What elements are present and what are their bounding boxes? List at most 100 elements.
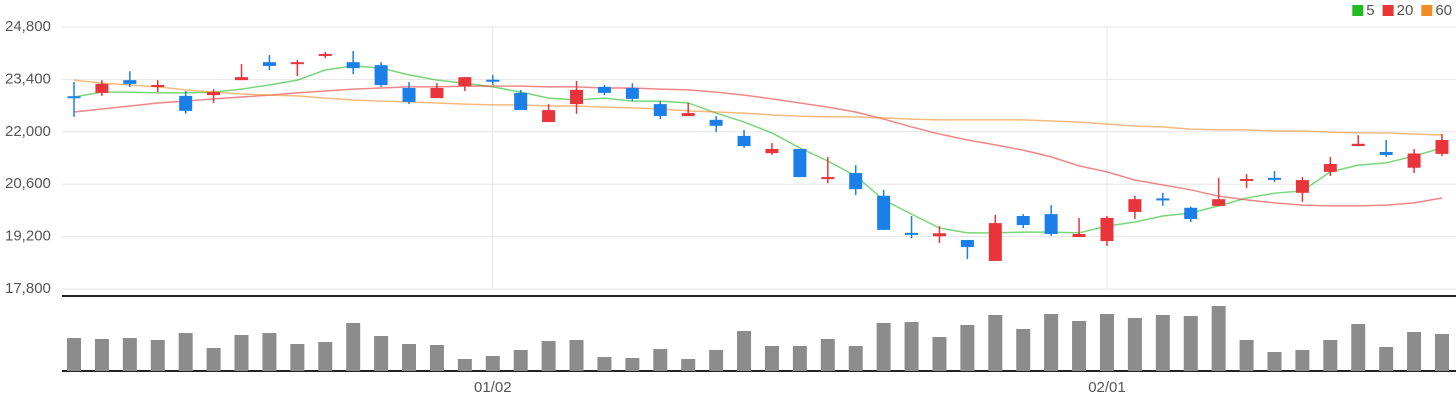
candle-body (932, 233, 946, 237)
candle-body (486, 79, 500, 82)
ma-line (73, 79, 1443, 136)
candle-body (1323, 163, 1337, 172)
candle-body (514, 92, 528, 111)
candle-body (374, 65, 388, 86)
volume-bar (1295, 350, 1310, 371)
candle-body (1351, 143, 1365, 147)
candle-body (1184, 207, 1198, 220)
volume-bar (1435, 334, 1449, 371)
volume-bar (1072, 321, 1087, 371)
volume-bar (1407, 332, 1422, 371)
candle-body (179, 95, 193, 111)
y-tick-label: 23,400 (5, 70, 51, 87)
candle-body (235, 77, 249, 81)
candle-body (95, 83, 109, 93)
candle-body (653, 104, 667, 117)
volume-bar (1351, 324, 1366, 371)
volume-bar (709, 350, 724, 371)
candle-body (1156, 198, 1170, 201)
candle-body (570, 89, 584, 105)
legend-swatch (1421, 5, 1433, 16)
volume-bar (178, 333, 193, 371)
volume-bar (960, 325, 975, 371)
candle-body (1295, 180, 1309, 193)
volume-bar (904, 322, 919, 371)
volume-bar (932, 337, 947, 371)
candle-body (430, 88, 444, 99)
candle-body (1212, 199, 1226, 206)
ma-line (73, 85, 1443, 207)
volume-bar (1211, 306, 1226, 371)
volume-bar (848, 346, 863, 371)
candle-body (123, 80, 137, 84)
volume-bar (597, 357, 612, 371)
candle-body (318, 53, 332, 56)
candle-body (346, 62, 360, 69)
volume-bar (764, 346, 779, 371)
candle-body (1267, 177, 1281, 180)
candle-body (625, 88, 639, 99)
candle-body (681, 113, 695, 117)
candle-body (458, 77, 472, 87)
x-tick-label: 02/01 (1088, 379, 1126, 396)
candle-body (709, 119, 723, 126)
volume-bar (206, 348, 221, 371)
volume-bar (429, 345, 444, 371)
volume-bar (1183, 316, 1198, 371)
candle-body (1016, 216, 1030, 225)
legend-label: 20 (1397, 2, 1414, 19)
volume-bar (290, 344, 305, 371)
volume-bar (1099, 314, 1114, 371)
volume-bar (457, 359, 472, 371)
volume-bar (262, 333, 277, 371)
y-tick-label: 24,800 (5, 18, 51, 35)
x-tick-label: 01/02 (474, 379, 512, 396)
volume-bar (541, 341, 556, 371)
candle-body (597, 86, 611, 93)
candle-body (1072, 233, 1086, 237)
volume-bar (1267, 352, 1282, 371)
y-tick-label: 22,000 (5, 123, 51, 140)
legend-swatch (1352, 5, 1364, 16)
candle-body (542, 110, 556, 123)
volume-bar (1239, 340, 1254, 371)
candle-body (1128, 199, 1142, 212)
volume-bar (569, 340, 584, 371)
volume-bar (485, 356, 500, 371)
volume-bar (234, 335, 249, 371)
candle-body (988, 223, 1002, 261)
candle-body (207, 92, 221, 96)
candle-body (402, 88, 416, 102)
candle-body (290, 62, 304, 65)
volume-bar (1155, 315, 1170, 371)
volume-bar (1127, 318, 1142, 371)
volume-bar (1016, 329, 1031, 371)
candle-body (821, 177, 835, 180)
volume-bar (374, 336, 389, 371)
volume-bar (820, 339, 835, 371)
legend-label: 60 (1435, 2, 1452, 19)
volume-bar (513, 350, 528, 371)
volume-bar (150, 340, 165, 371)
candle-body (765, 149, 779, 154)
volume-bar (681, 359, 696, 371)
candle-body (905, 232, 919, 235)
candle-body (960, 239, 974, 248)
candle-body (1100, 217, 1114, 242)
legend-label: 5 (1366, 2, 1374, 19)
volume-bar (653, 349, 668, 371)
candle-body (793, 149, 807, 178)
candle-body (1435, 140, 1449, 154)
volume-bar (625, 358, 640, 371)
candle-body (1240, 178, 1254, 181)
candle-body (1379, 152, 1393, 156)
candle-body (262, 62, 276, 66)
candle-body (1407, 153, 1421, 168)
candle-body (849, 172, 863, 190)
candle-body (1044, 214, 1058, 234)
candle-body (67, 96, 81, 99)
volume-bar (67, 338, 81, 371)
legend-swatch (1382, 5, 1394, 16)
volume-bar (792, 346, 807, 371)
y-tick-label: 19,200 (5, 228, 51, 245)
